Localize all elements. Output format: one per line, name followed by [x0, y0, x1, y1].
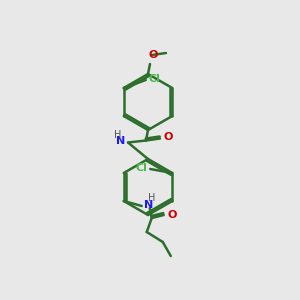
Text: N: N	[144, 200, 153, 210]
Text: Cl: Cl	[149, 74, 161, 84]
Text: N: N	[116, 136, 125, 146]
Text: O: O	[168, 210, 177, 220]
Text: O: O	[163, 133, 172, 142]
Text: Cl: Cl	[135, 163, 147, 173]
Text: H: H	[114, 130, 122, 140]
Text: H: H	[148, 193, 155, 203]
Text: O: O	[148, 50, 158, 60]
